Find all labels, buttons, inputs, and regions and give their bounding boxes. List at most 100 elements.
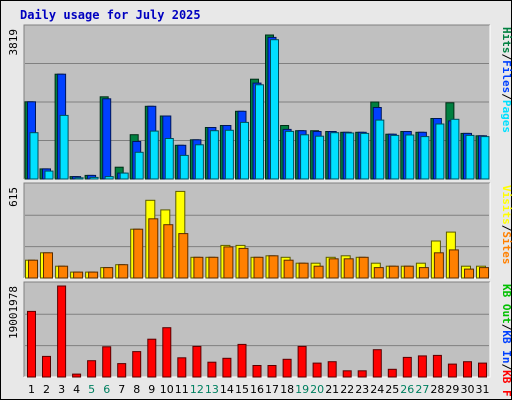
legend-part: Visits [500,185,512,225]
bar-sites [313,265,324,279]
bar-sites [388,265,399,279]
bar-sites [298,262,309,279]
x-tick-label: 29 [445,383,459,396]
bar-pages [134,151,144,180]
legend-part: Sites [500,231,512,264]
x-tick-label: 7 [118,383,125,396]
bar-pages [420,136,430,180]
x-tick-label: 8 [133,383,140,396]
bar-kb-f [192,345,202,378]
bar-sites [433,252,444,279]
x-tick-label: 18 [280,383,294,396]
bar-sites [178,233,189,279]
bar-sites [88,271,99,279]
bar-pages [375,119,385,180]
y-max-label: 615 [7,187,20,207]
bar-pages [240,121,249,180]
bar-sites [358,256,369,279]
bar-pages [435,123,445,180]
bar-sites [58,265,69,279]
bar-kb-f [267,365,277,378]
bar-pages [74,177,84,180]
x-tick-label: 21 [325,383,339,396]
bar-sites [373,267,384,279]
bar-kb-f [207,361,217,378]
y-max-label: 3819 [7,29,20,56]
bar-sites [403,265,414,279]
bar-sites [28,259,38,279]
bar-pages [224,129,234,180]
bar-kb-f [72,373,82,378]
bar-kb-f [387,368,397,378]
legend-part: / [500,225,512,232]
bar-sites [283,259,294,279]
x-tick-label: 1 [28,383,35,396]
bar-kb-f [312,362,322,378]
bar-sites [343,258,354,279]
legend-part: / [500,54,512,61]
bar-pages [119,172,129,180]
x-axis-labels: 1 2 3 4 5 6 7 8 9 10 11 12 13 14 15 16 17 18 19 20 21 22 23 24 2… [28,383,490,396]
bar-sites [208,256,219,279]
bar-sites [118,264,129,279]
bar-pages [300,134,310,180]
x-tick-label: 26 [400,383,414,396]
bar-kb-f [117,363,127,378]
bar-kb-f [327,361,337,378]
panel-bevel-dark [23,24,490,179]
bar-kb-f [252,365,262,378]
bar-pages [465,134,475,180]
panel-background [24,282,490,377]
bar-kb-f [417,355,427,378]
bar-pages [194,144,204,180]
x-tick-label: 25 [385,383,399,396]
x-tick-label: 14 [220,383,234,396]
bar-sites [193,256,204,279]
x-tick-label: 12 [190,383,204,396]
y-max-label: 19001978 [7,286,20,339]
x-tick-label: 9 [148,383,155,396]
bar-sites [448,249,459,279]
panel-middle: 615 Visits/Sites [7,182,512,279]
bar-sites [133,228,144,279]
x-tick-label: 30 [461,383,475,396]
panel-top: 3819 Hits/Files/Pages [7,24,512,180]
x-tick-label: 6 [103,383,110,396]
panel-bottom: 19001978 KB Out/KB In/KB F [7,281,512,397]
bar-sites [418,267,429,279]
bar-pages [29,132,39,180]
legend-part: KB F [500,370,512,397]
bar-pages [480,136,490,180]
bar-pages [360,132,370,180]
bar-pages [345,132,355,180]
bar-kb-f [222,357,232,378]
bar-kb-f [147,338,157,378]
legend-part: Pages [500,100,512,133]
bar-kb-f [463,361,472,378]
bar-kb-f [27,310,36,378]
x-tick-label: 17 [265,383,279,396]
bar-sites [464,268,474,279]
bar-kb-f [132,351,142,378]
panel-legend: KB Out/KB In/KB F [500,284,512,397]
bar-sites [163,224,174,279]
x-tick-label: 11 [175,383,189,396]
bar-sites [268,255,279,279]
x-tick-label: 31 [476,383,490,396]
bar-kb-f [102,346,112,378]
bar-kb-f [432,354,442,378]
bar-sites [73,271,84,279]
x-tick-label: 22 [340,383,354,396]
bar-sites [238,247,249,279]
x-tick-label: 27 [415,383,429,396]
bar-kb-f [478,362,487,378]
legend-part: KB Out [500,284,512,324]
bar-sites [148,218,159,279]
bar-pages [89,176,99,180]
bar-pages [149,130,159,180]
x-tick-label: 24 [370,383,384,396]
bar-sites [223,246,234,279]
x-tick-label: 3 [58,383,65,396]
legend-part: KB In [500,330,512,363]
